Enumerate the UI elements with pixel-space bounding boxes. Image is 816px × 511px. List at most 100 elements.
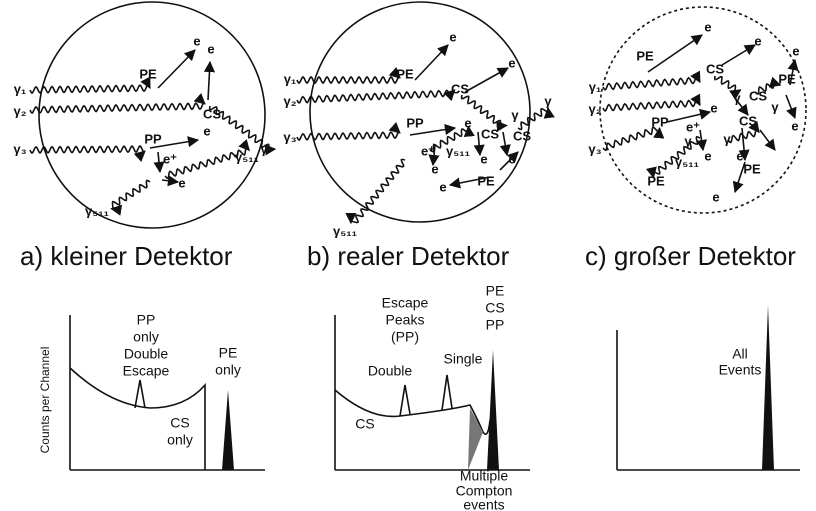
diagram-label: e — [508, 55, 515, 70]
spectrum-label: PE — [486, 283, 505, 299]
spectrum-label: Multiple — [460, 468, 508, 484]
particle-track — [786, 95, 795, 118]
diagram-label: PE — [139, 66, 157, 81]
diagram-label: γ₅₁₁ — [235, 149, 259, 164]
diagram-label: e — [712, 189, 719, 204]
gamma-path — [297, 90, 455, 103]
gamma-path — [518, 108, 548, 129]
diagram-label: e — [203, 123, 210, 138]
diagram-label: γ₅₁₁ — [446, 143, 470, 158]
diagram-label: γ₃ — [283, 129, 296, 144]
gamma-path — [30, 146, 145, 153]
diagram-label: γ₂ — [283, 93, 296, 108]
spectrum-label: Double — [124, 346, 169, 362]
diagram-label: e — [207, 41, 214, 56]
diagram-label: CS — [513, 128, 531, 143]
diagram-label: PE — [778, 71, 796, 86]
gamma-path — [603, 77, 700, 90]
spectrum-label: Events — [719, 362, 762, 378]
particle-track — [415, 45, 448, 80]
diagram-label: e⁺ — [421, 143, 435, 158]
particle-track — [158, 152, 160, 172]
spectrum-label: only — [133, 329, 159, 345]
spectrum-label: PE — [219, 345, 238, 361]
diagram-label: CS — [451, 81, 469, 96]
diagram-label: CS — [481, 126, 499, 141]
particle-track — [503, 132, 507, 155]
diagram-label: γ — [544, 93, 552, 108]
diagram-label: γ₅₁₁ — [333, 223, 357, 238]
panel-caption: c) großer Detektor — [585, 241, 796, 271]
diagram-label: e — [508, 151, 515, 166]
diagram-label: PE — [743, 161, 761, 176]
gamma-path — [603, 127, 660, 150]
diagram-label: e — [791, 118, 798, 133]
diagram-label: γ₂ — [588, 101, 601, 116]
diagram-label: γ — [733, 90, 741, 105]
diagram-label: γ — [723, 131, 731, 146]
particle-track — [700, 130, 703, 150]
particle-track — [465, 68, 508, 92]
spectrum-label: PP — [137, 312, 156, 328]
spectrum-c — [617, 305, 800, 470]
diagram-label: PP — [651, 114, 669, 129]
diagram-label: e⁺ — [686, 119, 700, 134]
diagram-label: e — [449, 29, 456, 44]
spectrum-label: CS — [485, 300, 504, 316]
gamma-path — [30, 103, 205, 113]
diagram-label: e — [704, 19, 711, 34]
spectrum-label: All — [732, 346, 748, 362]
particle-track — [162, 180, 178, 182]
diagram-label: CS — [203, 106, 221, 121]
diagram-label: γ₃ — [588, 141, 601, 156]
spectrum-label: Escape — [123, 363, 170, 379]
diagram-label: γ₅₁₁ — [85, 203, 109, 218]
diagram-label: e — [464, 115, 471, 130]
gamma-path — [30, 85, 150, 93]
diagram-label: e — [792, 43, 799, 58]
diagram-label: γ₁ — [14, 81, 27, 96]
particle-track — [648, 35, 702, 72]
diagram-label: γ — [260, 141, 268, 156]
spectrum-label: Double — [368, 363, 413, 379]
diagram-label: PP — [144, 131, 162, 146]
particle-track — [722, 45, 755, 65]
spectrum-label: Escape — [382, 295, 429, 311]
particle-track — [158, 50, 195, 88]
diagram-label: CS — [706, 61, 724, 76]
diagram-label: e — [178, 175, 185, 190]
diagram-label: γ — [511, 107, 519, 122]
diagram-label: PE — [396, 66, 414, 81]
diagram-label: e — [431, 161, 438, 176]
diagram-label: γ — [684, 133, 692, 148]
diagram-label: γ — [771, 99, 779, 114]
diagram-label: PE — [647, 173, 665, 188]
diagram-label: e⁺ — [163, 151, 177, 166]
gamma-path — [297, 77, 400, 83]
diagram-label: γ₁ — [284, 71, 297, 86]
spectrum-label: CS — [170, 415, 189, 431]
spectrum-label: CS — [355, 416, 374, 432]
diagram-label: γ₃ — [13, 141, 26, 156]
spectrum-label: Peaks — [386, 312, 425, 328]
y-axis-label: Counts per Channel — [38, 347, 52, 454]
diagram-label: e — [754, 33, 761, 48]
detector-real — [310, 2, 530, 222]
particle-track — [760, 130, 775, 150]
diagram-label: γ₁ — [589, 79, 602, 94]
diagram-label: γ₅₁₁ — [675, 154, 699, 169]
diagram-label: γ₂ — [13, 103, 26, 118]
diagram-label: e — [710, 100, 717, 115]
diagram-label: PE — [477, 173, 495, 188]
diagram-label: e — [193, 33, 200, 48]
panel-caption: a) kleiner Detektor — [20, 241, 233, 271]
spectrum-label: PP — [486, 317, 505, 333]
diagram-label: CS — [739, 113, 757, 128]
panel-caption: b) realer Detektor — [307, 241, 510, 271]
gamma-path — [111, 181, 150, 209]
spectrum-label: events — [463, 497, 504, 511]
diagram-label: PP — [406, 115, 424, 130]
particle-track — [208, 62, 210, 100]
gamma-path — [603, 100, 700, 111]
figure: Counts per Channel a) kleiner Detektor γ₁… — [0, 0, 816, 511]
